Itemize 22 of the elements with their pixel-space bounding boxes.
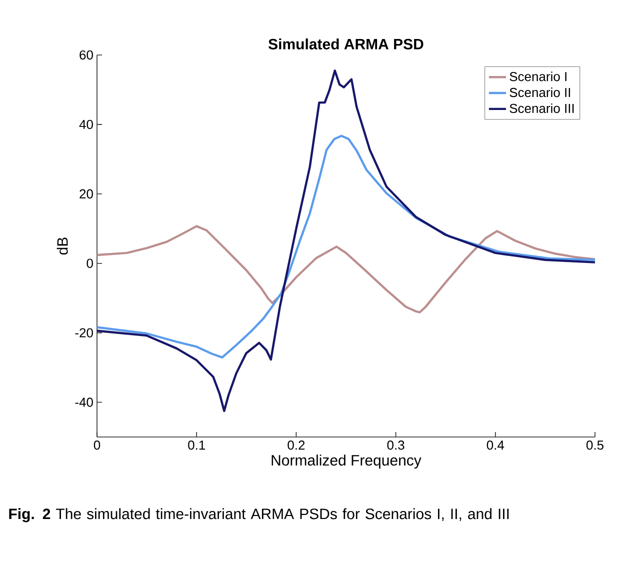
y-tick-label: 20 <box>80 189 93 198</box>
line-series <box>96 225 596 314</box>
x-tick-label: 0.4 <box>486 440 504 450</box>
x-tick-label: 0.2 <box>288 440 305 450</box>
x-tick-label: 0.1 <box>188 440 206 450</box>
x-axis-title: Normalized Frequency <box>272 454 422 469</box>
line-series <box>96 134 596 359</box>
legend-label: Scenario I <box>510 72 566 82</box>
x-tick-label: 0.5 <box>586 440 604 450</box>
y-tick-label: 40 <box>79 120 93 130</box>
y-tick-label: 60 <box>80 50 93 60</box>
text: Fig. 2 The simulated time-invariant ARMA PSDs for Scenarios I, II, and III <box>9 508 509 522</box>
chart-title: Simulated ARMA PSD <box>268 38 424 50</box>
line-series <box>96 70 596 412</box>
legend-label: Scenario II <box>510 88 570 98</box>
y-tick-label: -20 <box>75 328 93 338</box>
y-tick-label: -40 <box>75 398 93 407</box>
y-tick-label: 0 <box>86 258 93 268</box>
x-tick-label: 0.3 <box>387 440 404 450</box>
legend-label: Scenario III <box>510 103 574 114</box>
x-tick-label: 0 <box>94 440 100 450</box>
y-axis-title: dB <box>56 238 68 255</box>
